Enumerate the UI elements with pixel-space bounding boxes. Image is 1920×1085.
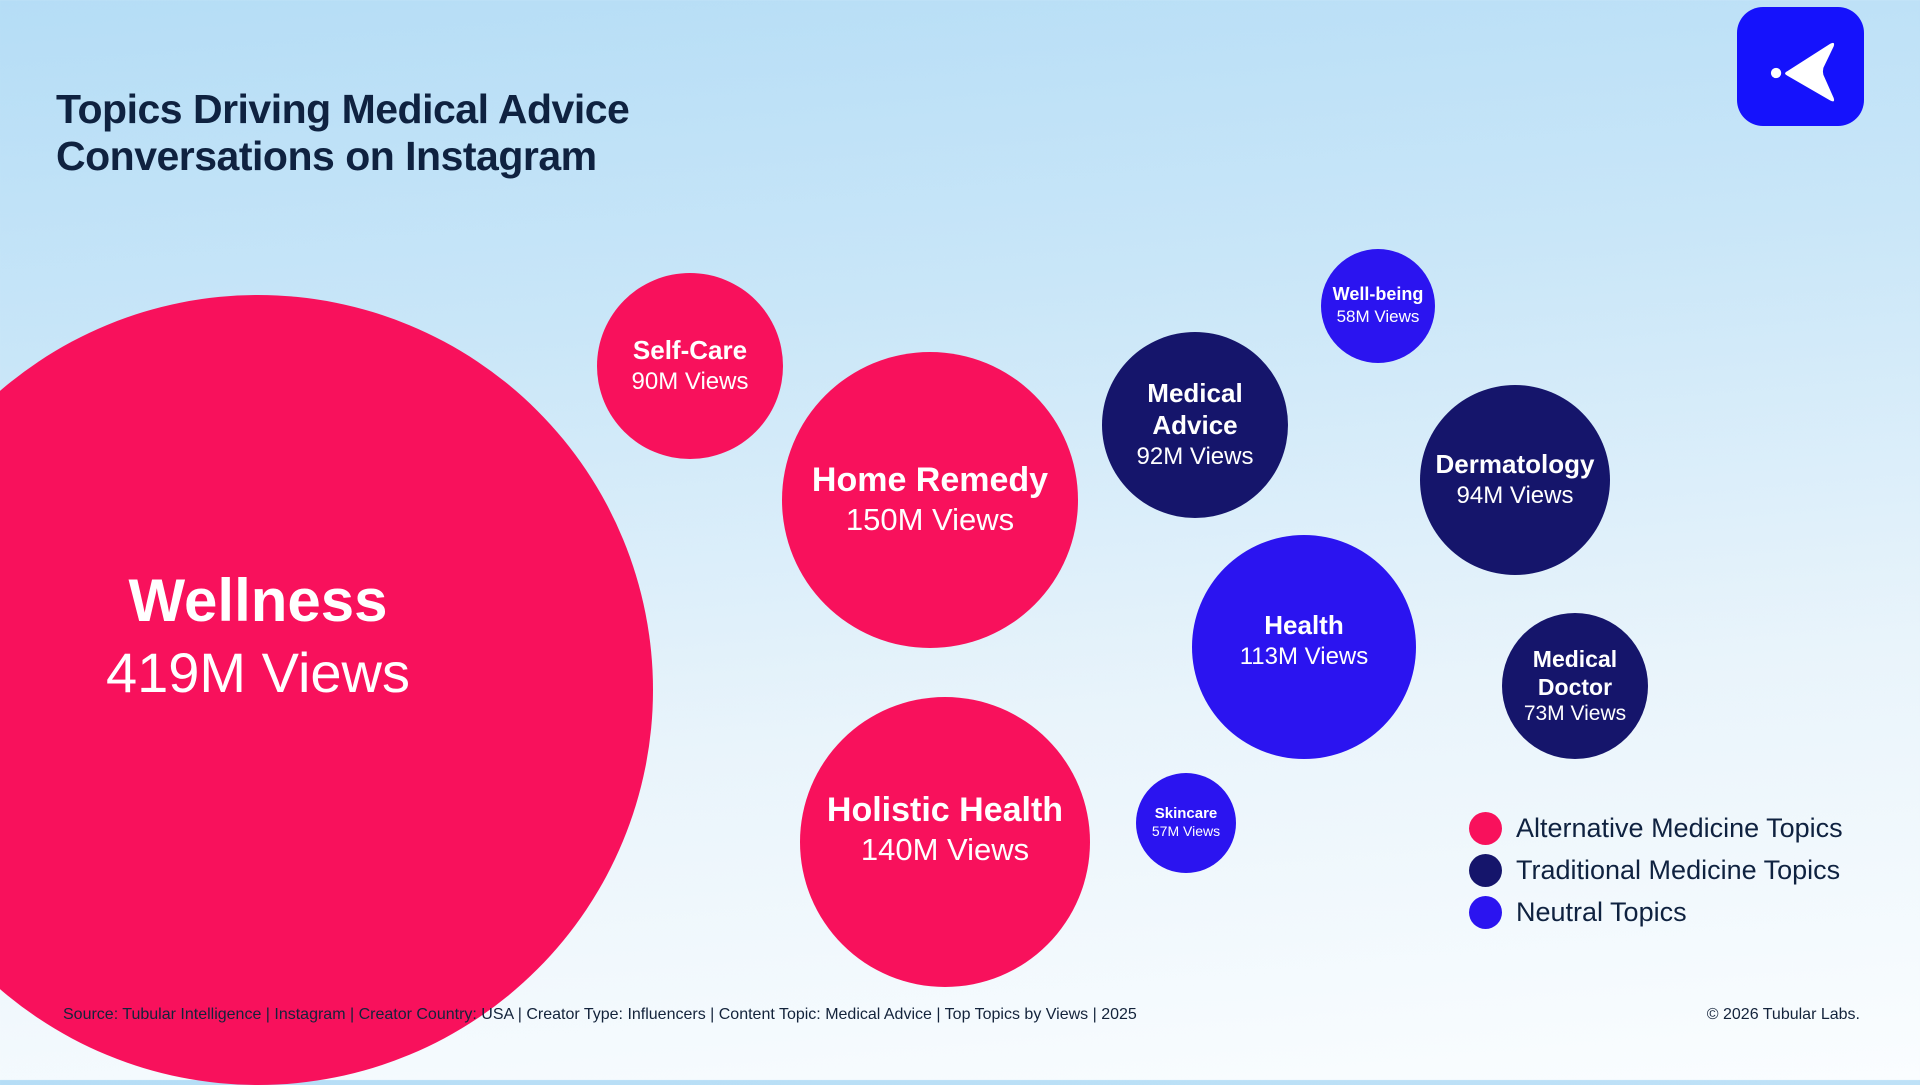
bubble-topic-label: Home Remedy [811,460,1049,499]
legend-label: Neutral Topics [1516,897,1687,927]
legend-label: Alternative Medicine Topics [1516,813,1843,843]
bubble-topic-label: Health [1264,610,1344,641]
legend-label: Traditional Medicine Topics [1516,855,1841,885]
bubble-views-label: 150M Views [845,502,1015,538]
bubble-topic-label: Advice [1152,410,1238,440]
bubble-wellness: Wellness 419M Views [0,295,653,1085]
bubble-medical-doctor: Medical Doctor 73M Views [1502,613,1648,759]
bubble-topic-label: Self-Care [632,335,748,366]
chart-legend: Alternative Medicine Topics Traditional M… [1469,812,1843,929]
bubble-well-being: Well-being 58M Views [1321,249,1435,363]
whale-fluke-icon [1770,42,1834,101]
bubble-topic-label: Holistic Health [826,790,1064,829]
traditional-color-dot-icon [1469,854,1502,887]
bubble-views-label: 419M Views [105,640,410,704]
tubular-labs-logo [1737,7,1864,126]
bubble-views-label: 94M Views [1456,481,1574,509]
bubble-views-label: 92M Views [1136,442,1254,470]
page-title: Topics Driving Medical Advice Conversati… [56,86,630,180]
bubble-topic-label: Dermatology [1435,449,1595,480]
legend-item-neutral: Neutral Topics [1469,896,1843,929]
bubble-topic-label: Skincare [1154,805,1218,823]
page-title-line-1: Topics Driving Medical Advice [56,86,630,132]
legend-item-traditional: Traditional Medicine Topics [1469,854,1843,887]
bubble-medical-advice: Medical Advice 92M Views [1102,332,1288,518]
legend-item-alternative: Alternative Medicine Topics [1469,812,1843,845]
bubble-views-label: 113M Views [1239,642,1369,670]
bubble-topic-label: Medical [1147,378,1243,409]
bubble-views-label: 57M Views [1151,823,1221,840]
bubble-views-label: 140M Views [860,832,1030,868]
bubble-self-care: Self-Care 90M Views [597,273,783,459]
neutral-color-dot-icon [1469,896,1502,929]
source-text: Source: Tubular Intelligence | Instagram… [63,1006,1137,1023]
bubble-holistic-health: Holistic Health 140M Views [800,697,1090,987]
bubble-health: Health 113M Views [1192,535,1416,759]
bubble-views-label: 73M Views [1523,701,1627,725]
bubble-views-label: 58M Views [1336,307,1420,327]
bubble-topic-label: Well-being [1332,284,1424,305]
page-title-line-2: Conversations on Instagram [56,133,597,179]
bubble-skincare: Skincare 57M Views [1136,773,1236,873]
footer: Source: Tubular Intelligence | Instagram… [0,1006,1920,1030]
bubble-dermatology: Dermatology 94M Views [1420,385,1610,575]
copyright-text: © 2026 Tubular Labs. [1706,1006,1860,1023]
bubble-topic-label: Medical [1532,645,1618,672]
bubble-topic-label: Wellness [128,567,388,635]
bubble-home-remedy: Home Remedy 150M Views [782,352,1078,648]
bubble-topic-label: Doctor [1537,673,1613,700]
bubble-views-label: 90M Views [631,367,749,395]
alternative-color-dot-icon [1469,812,1502,845]
